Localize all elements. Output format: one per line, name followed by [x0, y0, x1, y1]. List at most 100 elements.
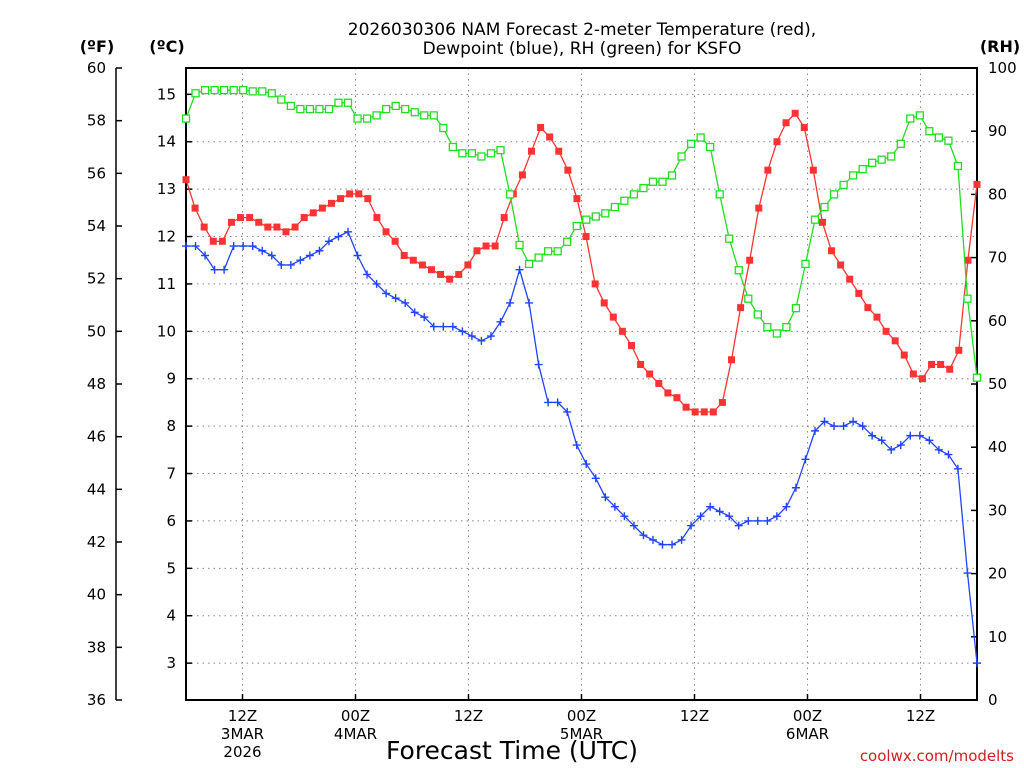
axes	[115, 67, 978, 701]
temperature-point	[437, 270, 445, 278]
temperature-point	[518, 171, 526, 179]
temperature-point	[600, 299, 608, 307]
dewpoint-point	[877, 436, 886, 445]
celsius-tick-label: 14	[157, 133, 176, 151]
dewpoint-point	[582, 460, 591, 469]
rh-point	[877, 155, 886, 164]
dewpoint-point	[363, 270, 372, 279]
dewpoint-point	[191, 242, 200, 251]
celsius-tick-label: 9	[166, 370, 176, 388]
rh-point	[610, 202, 620, 212]
temperature-point	[737, 304, 745, 312]
rh-point	[706, 142, 715, 152]
celsius-tick-label: 7	[166, 465, 176, 483]
temperature-point	[846, 275, 854, 283]
rh-point	[372, 111, 381, 120]
x-tick-label: 00Z	[567, 707, 596, 725]
x-tick-label: 12Z	[228, 707, 257, 725]
temperature-point	[900, 351, 908, 359]
temperature-line	[185, 112, 978, 413]
dewpoint-point	[648, 535, 657, 544]
dewpoint-point	[448, 322, 457, 331]
rh-point	[744, 294, 753, 303]
dewpoint-point	[572, 441, 581, 450]
rh-point	[315, 104, 324, 114]
x-tick-label: 00Z	[341, 707, 370, 725]
rh-point	[353, 114, 362, 123]
temperature-point	[482, 242, 490, 250]
temperature-point	[364, 195, 372, 203]
rh-point	[944, 136, 953, 145]
dewpoint-point	[239, 242, 248, 251]
dewpoint-point	[506, 298, 515, 307]
temperature-point	[546, 133, 554, 141]
rh-point	[791, 304, 801, 313]
dewpoint-point	[286, 260, 295, 269]
temperature-point	[555, 147, 563, 155]
dewpoint-point	[801, 455, 810, 464]
celsius-tick-label: 8	[166, 417, 176, 435]
temperature-point	[773, 138, 781, 146]
fahrenheit-tick-label: 40	[87, 586, 106, 604]
temperature-point	[282, 228, 290, 236]
temperature-point	[527, 147, 535, 155]
dewpoint-point	[182, 242, 190, 251]
rh-tick-label: 80	[988, 185, 1007, 203]
rh-point	[953, 161, 963, 171]
temperature-point	[537, 124, 545, 132]
dewpoint-point	[334, 232, 343, 241]
temperature-point	[755, 204, 763, 212]
series-dewpoint	[182, 227, 981, 668]
temperature-point	[500, 214, 508, 222]
dewpoint-point	[439, 322, 448, 331]
fahrenheit-tick-label: 42	[87, 533, 106, 551]
rh-tick-label: 90	[988, 122, 1007, 140]
fahrenheit-tick-label: 46	[87, 428, 106, 446]
rh-point	[524, 259, 534, 269]
temperature-point	[937, 361, 945, 369]
rh-point	[324, 104, 334, 114]
dewpoint-point	[591, 474, 600, 483]
temperature-point	[818, 218, 826, 226]
dewpoint-point	[944, 450, 953, 459]
rh-point	[515, 240, 524, 250]
temperature-point	[309, 209, 317, 217]
temperature-point	[391, 237, 399, 245]
temperature-point	[400, 251, 408, 259]
rh-point	[458, 149, 467, 158]
rh-point	[181, 114, 191, 123]
temperature-point	[791, 109, 799, 117]
temperature-point	[964, 256, 972, 264]
rh-tick-label: 0	[988, 691, 998, 709]
temperature-point	[473, 247, 481, 255]
rh-point	[420, 111, 429, 120]
dewpoint-point	[715, 507, 724, 516]
dewpoint-point	[963, 569, 972, 578]
rh-point	[362, 114, 372, 123]
dewpoint-point	[763, 516, 772, 525]
rh-point	[429, 111, 438, 120]
rh-point	[296, 104, 305, 114]
x-tick-label: 12Z	[906, 707, 935, 725]
rh-point	[334, 98, 343, 107]
rh-point	[410, 108, 419, 117]
dewpoint-point	[601, 493, 610, 502]
rh-point	[258, 87, 267, 96]
dewpoint-point	[515, 265, 524, 274]
temperature-point	[691, 408, 699, 416]
dewpoint-point	[391, 294, 400, 303]
temperature-point	[764, 166, 772, 174]
x-tick-label: 2026	[223, 743, 261, 761]
rh-point	[925, 127, 934, 136]
dewpoint-point	[706, 502, 715, 511]
rh-point	[229, 85, 238, 95]
rh-point	[601, 209, 610, 218]
rh-point	[343, 98, 353, 107]
rh-point	[772, 329, 782, 338]
temperature-point	[918, 375, 926, 383]
x-tick-label: 6MAR	[786, 725, 829, 743]
x-axis-label: Forecast Time (UTC)	[386, 736, 638, 765]
temperature-point	[609, 313, 617, 321]
celsius-tick-label: 4	[166, 607, 176, 625]
